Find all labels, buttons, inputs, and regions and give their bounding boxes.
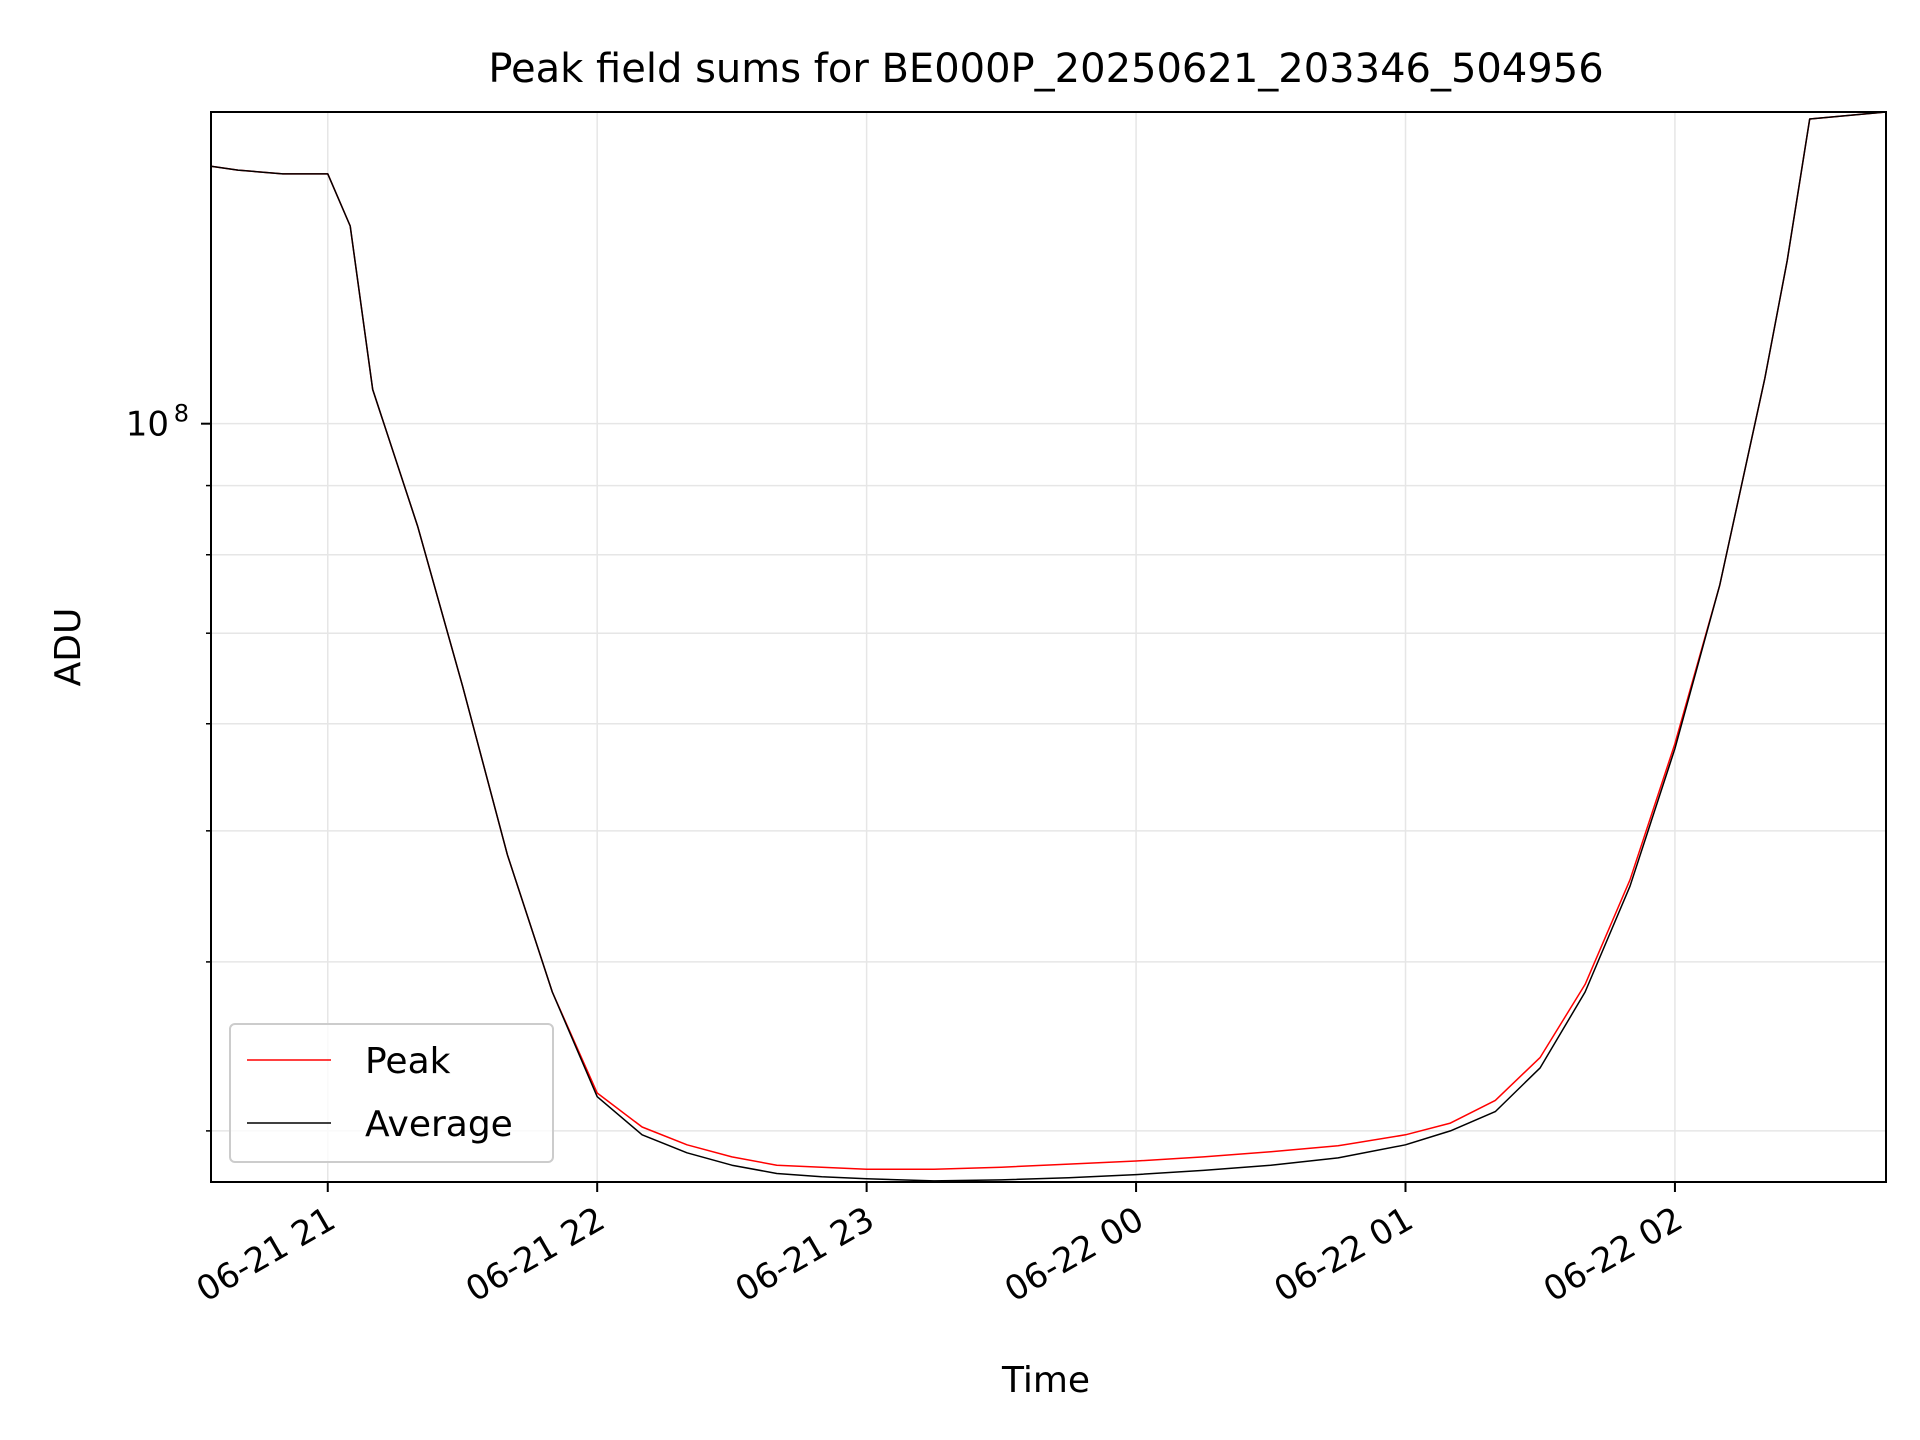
chart-title: Peak field sums for BE000P_20250621_2033… — [488, 46, 1603, 92]
y-axis: 10 8 — [126, 400, 211, 1132]
legend: Peak Average — [229, 1023, 554, 1163]
plot-area — [210, 111, 1887, 1183]
plot-background — [211, 112, 1886, 1182]
series-line-average — [211, 112, 1886, 1182]
y-tick-label: 10 — [126, 405, 169, 445]
legend-label-average: Average — [365, 1104, 513, 1145]
legend-box — [229, 1023, 554, 1163]
gridlines — [211, 112, 1886, 1182]
legend-label-peak: Peak — [365, 1041, 451, 1082]
plot-frame — [210, 111, 1887, 1183]
y-axis-label: ADU — [48, 608, 89, 687]
x-axis-label: Time — [1001, 1360, 1090, 1401]
y-tick-exponent: 8 — [174, 400, 189, 428]
series-lines — [211, 112, 1886, 1182]
